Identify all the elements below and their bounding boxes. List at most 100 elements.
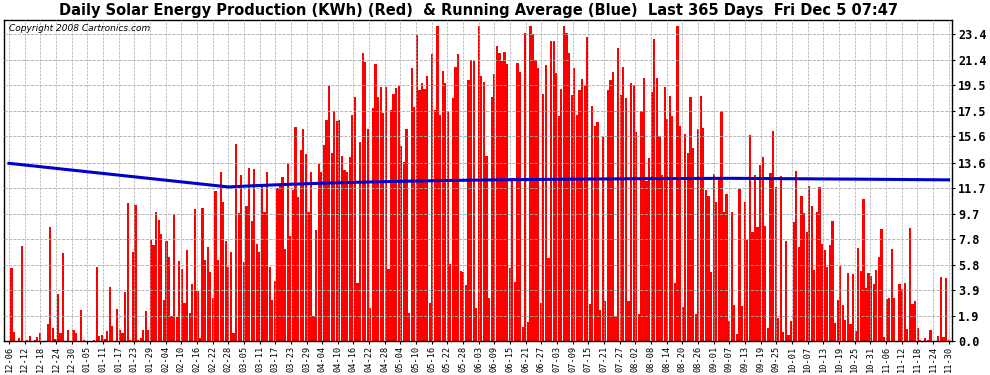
Bar — [854, 331, 856, 341]
Bar — [449, 264, 451, 341]
Bar — [168, 257, 170, 341]
Bar — [157, 220, 159, 341]
Bar — [679, 126, 681, 341]
Bar — [787, 335, 790, 341]
Bar — [589, 304, 591, 341]
Bar — [75, 333, 77, 341]
Bar — [408, 313, 410, 341]
Bar — [255, 244, 257, 341]
Bar — [544, 65, 547, 341]
Bar — [695, 314, 697, 341]
Bar — [774, 187, 777, 341]
Bar — [475, 308, 477, 341]
Bar — [816, 211, 818, 341]
Bar — [96, 267, 98, 341]
Bar — [307, 212, 310, 341]
Bar — [859, 271, 862, 341]
Bar — [129, 340, 132, 341]
Bar — [478, 26, 480, 341]
Bar — [552, 41, 554, 341]
Bar — [573, 68, 575, 341]
Bar — [67, 330, 69, 341]
Bar — [736, 334, 738, 341]
Bar — [519, 72, 521, 341]
Bar — [527, 322, 529, 341]
Bar — [498, 53, 501, 341]
Bar — [511, 178, 514, 341]
Bar — [351, 116, 353, 341]
Bar — [178, 261, 180, 341]
Bar — [878, 256, 880, 341]
Bar — [852, 274, 854, 341]
Bar — [149, 240, 152, 341]
Bar — [47, 324, 49, 341]
Bar — [865, 288, 867, 341]
Bar — [653, 39, 655, 341]
Bar — [101, 334, 103, 341]
Bar — [260, 186, 263, 341]
Bar — [109, 287, 111, 341]
Bar — [442, 71, 444, 341]
Bar — [215, 191, 217, 341]
Bar — [728, 321, 731, 341]
Bar — [867, 273, 869, 341]
Bar — [674, 284, 676, 341]
Bar — [21, 246, 23, 341]
Bar — [454, 67, 456, 341]
Bar — [756, 227, 758, 341]
Bar — [398, 86, 400, 341]
Bar — [671, 116, 673, 341]
Bar — [568, 53, 570, 341]
Bar — [26, 340, 28, 341]
Bar — [537, 68, 540, 341]
Bar — [287, 163, 289, 341]
Bar — [111, 326, 113, 341]
Bar — [485, 156, 488, 341]
Bar — [715, 202, 718, 341]
Bar — [457, 54, 459, 341]
Bar — [246, 206, 248, 341]
Bar — [700, 96, 702, 341]
Bar — [808, 186, 810, 341]
Bar — [199, 338, 201, 341]
Bar — [300, 150, 302, 341]
Bar — [912, 304, 914, 341]
Bar — [522, 327, 524, 341]
Bar — [400, 147, 402, 341]
Bar — [464, 285, 467, 341]
Bar — [241, 175, 243, 341]
Bar — [689, 97, 692, 341]
Bar — [785, 241, 787, 341]
Bar — [718, 180, 720, 341]
Bar — [535, 60, 537, 341]
Bar — [173, 214, 175, 341]
Bar — [346, 172, 348, 341]
Bar — [643, 78, 645, 341]
Bar — [623, 67, 625, 341]
Bar — [196, 291, 199, 341]
Bar — [372, 108, 374, 341]
Bar — [650, 92, 652, 341]
Bar — [702, 128, 705, 341]
Bar — [411, 68, 413, 341]
Bar — [326, 120, 328, 341]
Bar — [834, 323, 837, 341]
Bar — [633, 86, 635, 341]
Bar — [233, 333, 235, 341]
Bar — [34, 339, 36, 341]
Bar — [576, 115, 578, 341]
Bar — [235, 144, 238, 341]
Bar — [336, 121, 338, 341]
Bar — [872, 284, 875, 341]
Bar — [29, 336, 31, 341]
Bar — [914, 300, 916, 341]
Bar — [483, 82, 485, 341]
Bar — [840, 266, 842, 341]
Bar — [555, 73, 557, 341]
Bar — [320, 172, 323, 341]
Bar — [842, 304, 843, 341]
Bar — [140, 338, 142, 341]
Bar — [62, 253, 64, 341]
Title: Daily Solar Energy Production (KWh) (Red)  & Running Average (Blue)  Last 365 Da: Daily Solar Energy Production (KWh) (Red… — [58, 3, 898, 18]
Bar — [222, 202, 225, 341]
